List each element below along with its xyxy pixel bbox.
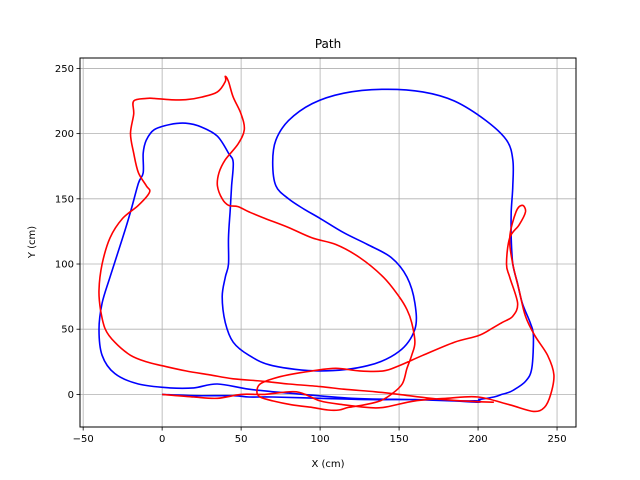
y-tick-label: 250 bbox=[55, 64, 74, 75]
blue-path-line bbox=[98, 88, 535, 403]
x-tick-label: 0 bbox=[159, 434, 165, 445]
y-tick-label: 100 bbox=[55, 260, 74, 271]
x-tick-label: 250 bbox=[547, 434, 566, 445]
series-layer bbox=[98, 75, 555, 413]
plot-frame bbox=[79, 57, 577, 428]
y-tick-label: 0 bbox=[68, 390, 74, 401]
y-tick-label: 150 bbox=[55, 194, 74, 205]
x-tick-label: 200 bbox=[469, 434, 488, 445]
x-axis-ticks: −50 0 50 100 150 200 250 bbox=[73, 427, 567, 445]
x-tick-label: −50 bbox=[73, 434, 94, 445]
y-tick-label: 50 bbox=[61, 325, 74, 336]
y-tick-label: 200 bbox=[55, 129, 74, 140]
x-tick-label: 100 bbox=[311, 434, 330, 445]
x-tick-label: 50 bbox=[235, 434, 248, 445]
red-path-line bbox=[98, 75, 555, 413]
y-axis-ticks: 0 50 100 150 200 250 bbox=[55, 64, 80, 401]
y-axis-label: Y (cm) bbox=[27, 226, 38, 259]
x-tick-label: 150 bbox=[390, 434, 409, 445]
chart-title: Path bbox=[315, 37, 341, 51]
x-axis-label: X (cm) bbox=[311, 459, 344, 470]
